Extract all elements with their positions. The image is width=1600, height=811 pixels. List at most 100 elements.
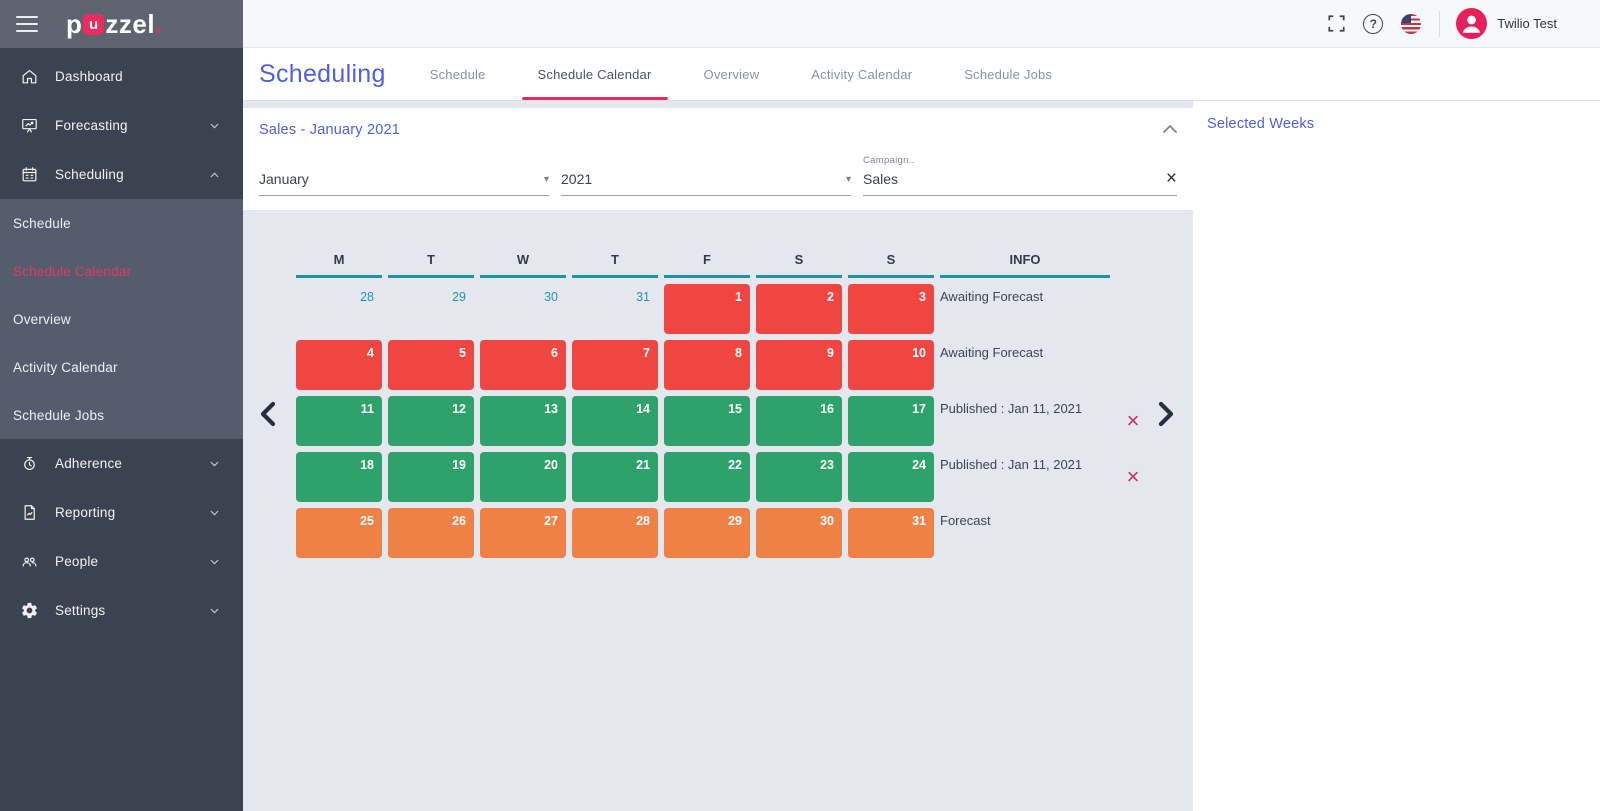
campaign-input[interactable]: Campaign.. Sales × — [863, 155, 1177, 196]
sidebar-item-people[interactable]: People — [0, 537, 243, 586]
day-cell[interactable]: 12 — [388, 396, 474, 446]
week-action-empty — [1116, 508, 1150, 558]
user-name[interactable]: Twilio Test — [1497, 16, 1557, 31]
day-cell[interactable]: 17 — [848, 396, 934, 446]
sidebar-item-schedule[interactable]: Schedule — [13, 215, 71, 231]
week-action-empty — [1116, 340, 1150, 390]
sidebar-item-label: Settings — [55, 603, 106, 618]
day-number: 20 — [544, 458, 558, 472]
day-cell[interactable]: 19 — [388, 452, 474, 502]
tab-schedule-jobs[interactable]: Schedule Jobs — [964, 66, 1053, 82]
day-number: 30 — [820, 514, 834, 528]
sidebar-item-activity-calendar[interactable]: Activity Calendar — [13, 359, 118, 375]
day-cell[interactable]: 8 — [664, 340, 750, 390]
sidebar-item-schedule-jobs[interactable]: Schedule Jobs — [13, 407, 105, 423]
day-cell[interactable]: 16 — [756, 396, 842, 446]
day-column-header: T — [572, 252, 658, 278]
day-number: 22 — [728, 458, 742, 472]
tab-schedule-calendar[interactable]: Schedule Calendar — [512, 48, 678, 100]
day-cell[interactable]: 29 — [664, 508, 750, 558]
day-cell[interactable]: 26 — [388, 508, 474, 558]
day-cell[interactable]: 13 — [480, 396, 566, 446]
hamburger-menu-icon[interactable] — [16, 16, 38, 32]
tab-schedule[interactable]: Schedule — [429, 66, 486, 82]
day-number: 16 — [820, 402, 834, 416]
day-cell-outside-month[interactable]: 30 — [480, 284, 566, 334]
day-cell[interactable]: 7 — [572, 340, 658, 390]
day-cell[interactable]: 11 — [296, 396, 382, 446]
sidebar-item-forecasting[interactable]: Forecasting — [0, 101, 243, 150]
day-column-header: W — [480, 252, 566, 278]
day-number: 19 — [452, 458, 466, 472]
day-cell[interactable]: 18 — [296, 452, 382, 502]
sidebar-item-overview[interactable]: Overview — [13, 311, 71, 327]
day-cell-outside-month[interactable]: 31 — [572, 284, 658, 334]
day-number: 29 — [452, 290, 466, 304]
sidebar-item-scheduling[interactable]: Scheduling — [0, 150, 243, 199]
day-number: 31 — [912, 514, 926, 528]
sidebar-item-settings[interactable]: Settings — [0, 586, 243, 635]
day-cell[interactable]: 22 — [664, 452, 750, 502]
remove-week-button[interactable]: × — [1126, 464, 1140, 489]
day-cell[interactable]: 4 — [296, 340, 382, 390]
day-cell[interactable]: 10 — [848, 340, 934, 390]
day-cell[interactable]: 21 — [572, 452, 658, 502]
sidebar-item-schedule-calendar[interactable]: Schedule Calendar — [13, 263, 132, 279]
fullscreen-button[interactable] — [1328, 15, 1345, 32]
day-cell[interactable]: 15 — [664, 396, 750, 446]
day-column-header: F — [664, 252, 750, 278]
calendar-grid: M T W T F S S INFO 28 29 30 31 1 2 3 Awaiting Forecast 4… — [296, 248, 1193, 558]
day-cell[interactable]: 5 — [388, 340, 474, 390]
tab-overview[interactable]: Overview — [703, 66, 760, 82]
sidebar-item-label: People — [55, 554, 99, 569]
day-cell-outside-month[interactable]: 29 — [388, 284, 474, 334]
logo-text: zzel — [105, 8, 156, 39]
previous-month-button[interactable] — [259, 401, 276, 427]
day-number: 28 — [360, 290, 374, 304]
chevron-down-icon — [208, 604, 221, 617]
user-avatar[interactable] — [1456, 8, 1488, 39]
day-cell-outside-month[interactable]: 28 — [296, 284, 382, 334]
month-value: January — [259, 171, 309, 187]
clear-campaign-button[interactable]: × — [1165, 168, 1177, 189]
day-cell[interactable]: 31 — [848, 508, 934, 558]
day-cell[interactable]: 20 — [480, 452, 566, 502]
day-cell[interactable]: 30 — [756, 508, 842, 558]
puzzel-logo: p u zzel. — [66, 9, 163, 40]
sidebar-item-label: Dashboard — [55, 69, 123, 84]
remove-week-button[interactable]: × — [1126, 408, 1140, 433]
collapse-filter-button[interactable] — [1163, 124, 1177, 133]
day-cell[interactable]: 25 — [296, 508, 382, 558]
day-cell[interactable]: 1 — [664, 284, 750, 334]
day-cell[interactable]: 14 — [572, 396, 658, 446]
next-month-button[interactable] — [1158, 401, 1175, 427]
action-column-header — [1116, 270, 1150, 278]
day-cell[interactable]: 9 — [756, 340, 842, 390]
chevron-down-icon — [208, 506, 221, 519]
week-info-label: Awaiting Forecast — [940, 289, 1044, 304]
day-cell[interactable]: 6 — [480, 340, 566, 390]
filter-fields: January ▾ 2021 ▾ Campaign.. Sales × — [259, 155, 1177, 196]
us-flag-icon — [1401, 13, 1422, 34]
topbar: p u zzel. ? Twilio Test — [0, 0, 1600, 48]
day-cell[interactable]: 2 — [756, 284, 842, 334]
sidebar-item-reporting[interactable]: Reporting — [0, 488, 243, 537]
year-select[interactable]: 2021 ▾ — [561, 171, 851, 196]
sidebar-item-adherence[interactable]: Adherence — [0, 439, 243, 488]
day-cell[interactable]: 28 — [572, 508, 658, 558]
day-cell[interactable]: 24 — [848, 452, 934, 502]
selected-weeks-title: Selected Weeks — [1207, 116, 1315, 132]
day-cell[interactable]: 27 — [480, 508, 566, 558]
chevron-up-icon — [208, 168, 221, 181]
help-button[interactable]: ? — [1363, 13, 1384, 34]
language-button[interactable] — [1401, 13, 1422, 34]
year-value: 2021 — [561, 171, 593, 187]
sidebar-item-dashboard[interactable]: Dashboard — [0, 52, 243, 101]
day-cell[interactable]: 23 — [756, 452, 842, 502]
logo-u-mark: u — [83, 13, 105, 35]
tab-activity-calendar[interactable]: Activity Calendar — [811, 66, 913, 82]
stopwatch-icon — [20, 454, 39, 473]
month-select[interactable]: January ▾ — [259, 171, 549, 196]
day-cell[interactable]: 3 — [848, 284, 934, 334]
